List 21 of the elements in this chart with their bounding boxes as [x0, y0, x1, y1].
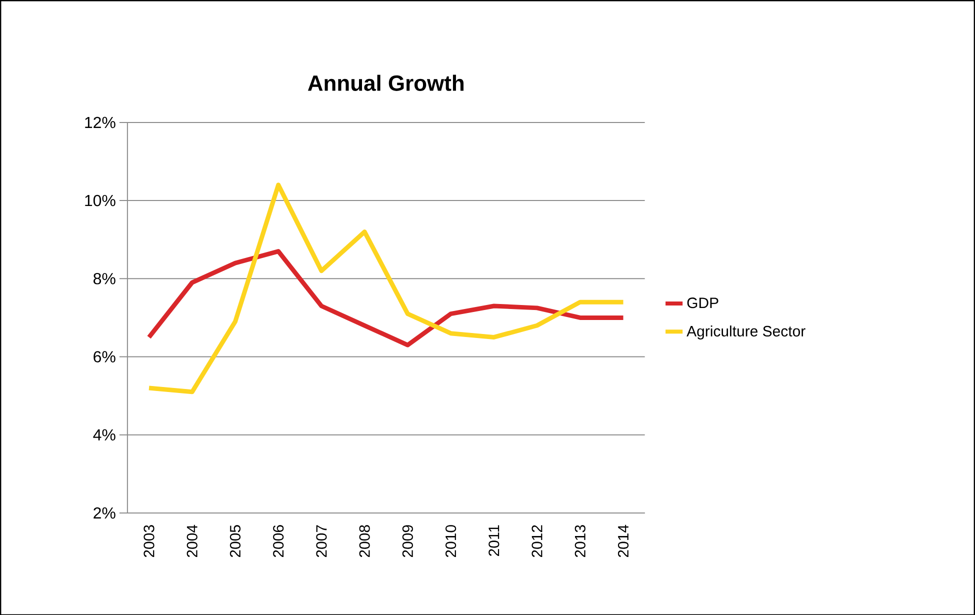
- x-tick-label: 2010: [445, 524, 456, 557]
- x-tick-label: 2006: [273, 524, 284, 557]
- x-tick-label: 2014: [618, 524, 629, 557]
- x-tick-label: 2008: [359, 524, 370, 557]
- x-tick-label: 2003: [144, 524, 154, 557]
- x-tick-label: 2009: [402, 524, 413, 557]
- x-tick-label: 2005: [230, 524, 241, 557]
- legend-label: Agriculture Sector: [686, 325, 806, 340]
- x-tick-label: 2013: [574, 524, 586, 557]
- x-tick-label: 2004: [186, 524, 198, 557]
- x-tick-label: 2011: [488, 525, 500, 556]
- x-tick-label: 2012: [532, 525, 542, 557]
- y-tick-label: 12%: [85, 116, 116, 128]
- y-tick-label: 4%: [93, 429, 116, 440]
- y-tick-label: 8%: [94, 272, 116, 284]
- legend-label: GDP: [687, 297, 718, 308]
- y-tick-label: 10%: [85, 194, 116, 206]
- chart-title: Annual Growth: [308, 74, 464, 91]
- y-tick-label: 6%: [94, 350, 116, 362]
- y-tick-label: 2%: [94, 507, 116, 518]
- x-tick-label: 2007: [316, 525, 327, 557]
